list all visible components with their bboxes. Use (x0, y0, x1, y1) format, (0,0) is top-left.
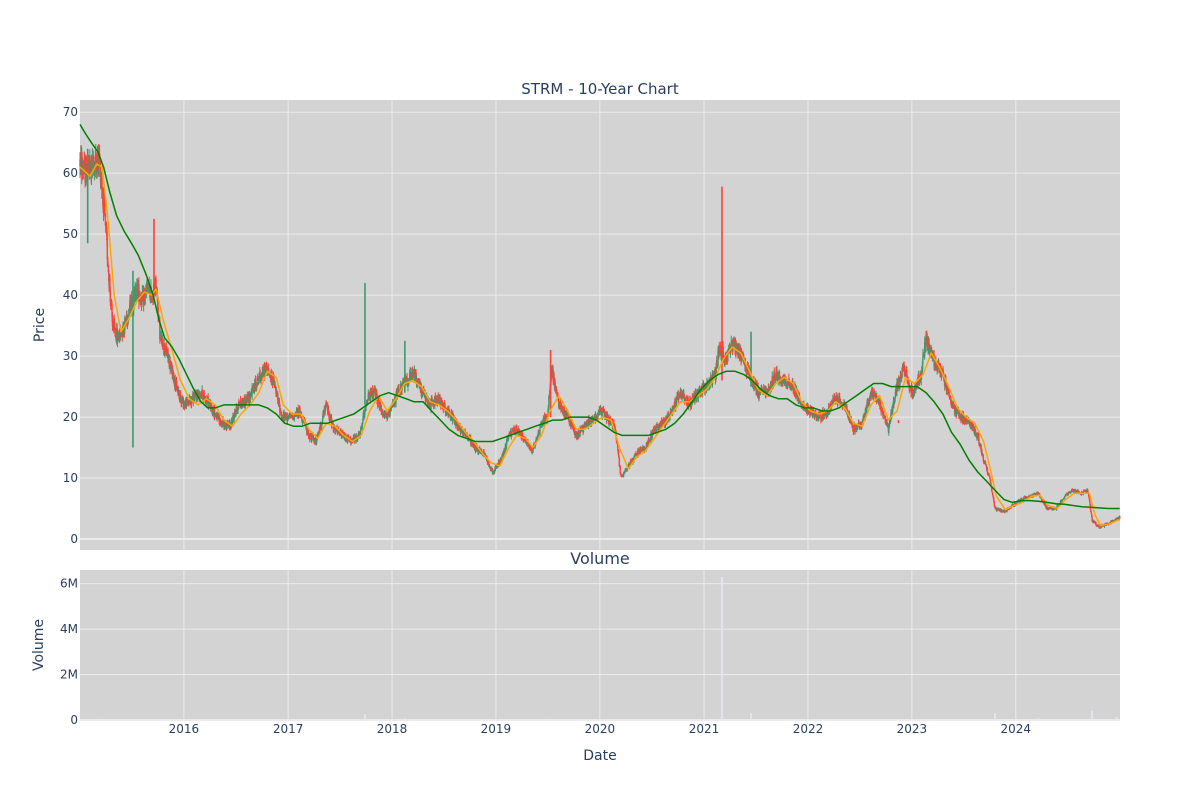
price-y-tick-label: 0 (70, 532, 78, 546)
volume-bar (1116, 717, 1118, 720)
price-y-tick-label: 20 (63, 410, 78, 424)
candlestick (991, 491, 992, 493)
x-tick-label: 2021 (689, 722, 720, 736)
volume-bar (994, 713, 996, 720)
price-y-tick-label: 40 (63, 288, 78, 302)
x-tick-label: 2024 (1001, 722, 1032, 736)
x-tick-label: 2020 (585, 722, 616, 736)
volume-bar (313, 719, 315, 720)
volume-bar (364, 714, 366, 720)
price-y-tick-label: 70 (63, 105, 78, 119)
x-tick-label: 2018 (377, 722, 408, 736)
volume-subplot-title: Volume (570, 549, 630, 568)
x-tick-label: 2023 (897, 722, 928, 736)
price-y-tick-label: 10 (63, 471, 78, 485)
price-chart-title: STRM - 10-Year Chart (521, 80, 679, 98)
volume-bar (721, 577, 723, 720)
volume-bar (122, 719, 124, 720)
x-axis-label: Date (583, 748, 616, 764)
volume-bar (1091, 711, 1093, 720)
volume-bar (620, 719, 622, 720)
x-tick-label: 2019 (481, 722, 512, 736)
volume-x-tick-labels: 2016 2017 2018 2019 2020 2021 2022 2023 2024 (169, 722, 1031, 736)
volume-bar (1037, 718, 1039, 720)
volume-y-tick-label: 2M (60, 668, 78, 682)
volume-y-tick-label: 6M (60, 577, 78, 591)
candlestick (774, 367, 775, 378)
volume-y-axis-label: Volume (31, 619, 47, 671)
price-y-tick-label: 50 (63, 227, 78, 241)
volume-bar (404, 718, 406, 720)
volume-bar (550, 719, 552, 720)
volume-bar (96, 719, 98, 720)
price-y-tick-label: 30 (63, 349, 78, 363)
x-tick-label: 2016 (169, 722, 200, 736)
price-y-tick-label: 60 (63, 166, 78, 180)
candlestick (1119, 516, 1120, 519)
candlestick (256, 386, 257, 390)
volume-y-tick-label: 0 (70, 713, 78, 727)
candlestick (985, 464, 986, 466)
x-tick-label: 2017 (273, 722, 304, 736)
volume-bar (253, 719, 255, 720)
candlestick (532, 449, 533, 453)
x-tick-label: 2022 (793, 722, 824, 736)
volume-bar (750, 713, 752, 720)
price-y-axis-label: Price (32, 308, 48, 342)
volume-bar (200, 719, 202, 720)
volume-y-tick-label: 4M (60, 622, 78, 636)
volume-bar (810, 719, 812, 720)
